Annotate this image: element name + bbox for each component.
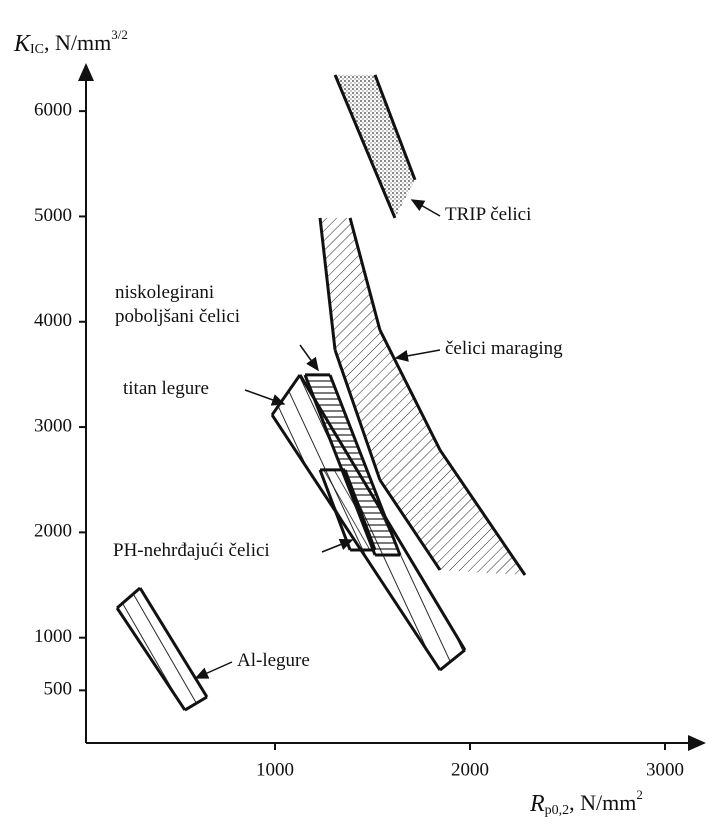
region-label: TRIP čelici	[445, 204, 531, 225]
label-arrow	[321, 538, 354, 553]
label-arrow	[394, 349, 441, 362]
region-edge	[438, 449, 527, 576]
region-label-line: TRIP čelici	[445, 204, 531, 225]
x-axis-label: Rp0,2, N/mm2	[529, 787, 643, 818]
region-edge	[348, 217, 382, 331]
region-edge	[378, 479, 442, 571]
label-arrow	[410, 199, 441, 217]
region-label: PH-nehrđajući čelici	[113, 540, 270, 561]
region-label-line: Al-legure	[237, 650, 310, 671]
region-edge	[138, 587, 209, 698]
label-arrow	[299, 344, 319, 372]
x-tick-label: 2000	[451, 759, 489, 780]
region	[117, 587, 207, 711]
y-tick-label: 6000	[34, 99, 72, 120]
region	[320, 469, 376, 550]
region-edge	[298, 374, 467, 651]
x-tick-label: 3000	[646, 759, 684, 780]
y-tick-label: 4000	[34, 310, 72, 331]
y-tick-label: 500	[44, 679, 73, 700]
region-label-line: PH-nehrđajući čelici	[113, 540, 270, 561]
y-tick-label: 1000	[34, 626, 72, 647]
label-arrow	[194, 661, 233, 679]
region	[335, 74, 416, 218]
region-edge	[333, 74, 397, 219]
region-edge	[184, 695, 208, 712]
region-edge	[333, 349, 382, 481]
region	[272, 374, 465, 671]
y-tick-label: 5000	[34, 205, 72, 226]
region-edge	[270, 374, 302, 416]
y-tick-label: 3000	[34, 415, 72, 436]
region-label: titan legure	[123, 378, 209, 399]
label-arrow	[244, 389, 286, 406]
region-edge	[115, 607, 187, 711]
region-edge	[343, 469, 377, 551]
y-axis-label: KIC, N/mm3/2	[13, 27, 128, 57]
region-label: niskolegirani poboljšani čelici	[115, 282, 240, 327]
region-edge	[439, 648, 466, 672]
region-edge	[116, 586, 142, 610]
region-label: Al-legure	[237, 650, 310, 671]
region	[320, 217, 525, 576]
region-edge	[318, 469, 352, 551]
y-tick-label: 2000	[34, 521, 72, 542]
region-label: čelici maraging	[445, 338, 563, 359]
region-edge	[373, 74, 417, 181]
region-edge	[318, 217, 337, 351]
region-label-line: titan legure	[123, 378, 209, 399]
x-tick-label: 1000	[256, 759, 294, 780]
region-label-line: niskolegirani	[115, 282, 214, 303]
region-label-line: poboljšani čelici	[115, 306, 240, 327]
region-edge	[378, 329, 442, 451]
region-label-line: čelici maraging	[445, 338, 563, 359]
